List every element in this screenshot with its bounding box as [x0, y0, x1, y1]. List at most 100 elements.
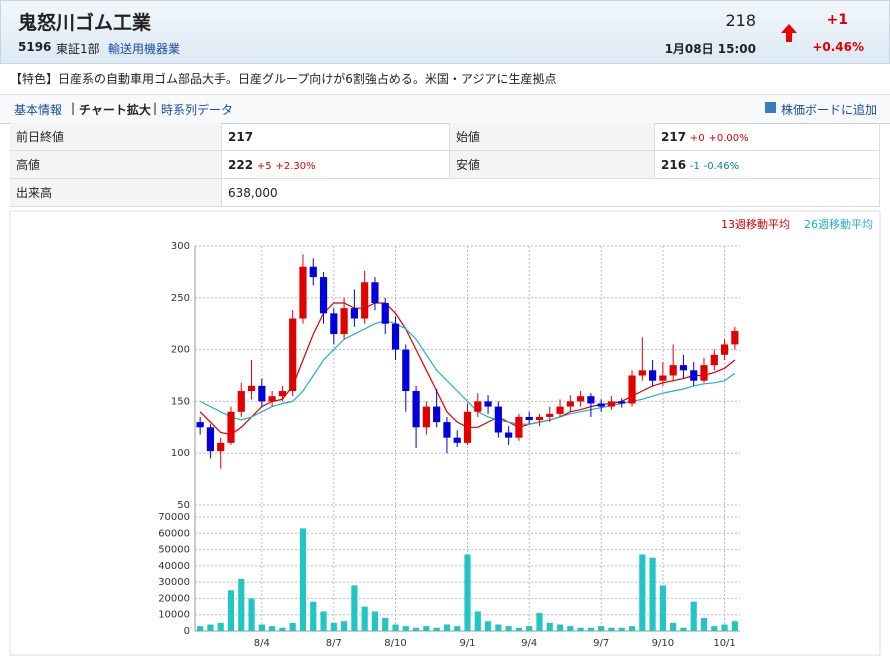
volume-bar — [382, 617, 389, 631]
legend-entry: 13週移動平均 — [721, 217, 790, 231]
label: 始値 — [450, 123, 655, 151]
volume-bar — [269, 626, 276, 631]
candle-body — [587, 396, 595, 404]
candle-body — [330, 313, 338, 335]
volume-bar — [649, 557, 656, 631]
y2-tick-label: 0 — [184, 626, 190, 637]
value: 217 — [661, 130, 687, 144]
value-cell: 216 -1 -0.46% — [655, 151, 880, 179]
legend-entry: 26週移動平均 — [804, 217, 873, 231]
label: 安値 — [450, 151, 655, 179]
candle-body — [217, 442, 225, 452]
sector-link[interactable]: 輸送用機器業 — [108, 42, 181, 56]
candle-body — [690, 370, 698, 381]
candle-body — [443, 422, 451, 438]
candle-body — [381, 302, 389, 324]
value: 222 — [228, 158, 254, 172]
candle-body — [268, 396, 276, 402]
label: 出来高 — [10, 179, 222, 207]
stock-name: 鬼怒川ゴム工業 — [18, 12, 152, 34]
volume-bar — [341, 621, 348, 631]
candle-body — [340, 308, 348, 335]
candle-body — [700, 365, 708, 381]
volume-bar — [299, 528, 307, 631]
description: 【特色】日産系の自動車用ゴム部品大手。日産グループ向けが6割強占める。米国・アジ… — [10, 72, 557, 86]
volume-bar — [598, 626, 605, 631]
basic-link[interactable]: 基本情報 — [14, 103, 63, 117]
candle-body — [648, 370, 657, 381]
chart-frame — [9, 210, 881, 656]
volume-bar — [258, 624, 265, 631]
candle-body — [577, 396, 585, 402]
candle-body — [494, 406, 502, 433]
time: 1月08日 15:00 — [664, 42, 756, 56]
candle-body — [422, 406, 430, 428]
y2-tick-label: 60000 — [158, 528, 190, 539]
volume-bar — [351, 585, 358, 631]
volume-bar — [227, 590, 235, 631]
candle-body — [669, 365, 677, 376]
candle-body — [258, 385, 266, 402]
volume-bar — [505, 626, 512, 631]
candle-body — [350, 308, 358, 319]
volume-bar — [515, 627, 522, 631]
x-tick-label: 8/7 — [326, 638, 342, 649]
volume-bar — [371, 611, 379, 631]
candle-body — [402, 349, 410, 392]
volume-bar — [464, 554, 471, 631]
volume-bar — [392, 624, 399, 631]
candle-body — [556, 406, 564, 414]
volume-bar — [310, 601, 317, 631]
candle-body — [618, 401, 626, 404]
pct: +0.00% — [708, 133, 749, 144]
candle-body — [566, 401, 574, 407]
volume-bar — [587, 627, 594, 631]
volume-bar — [577, 627, 584, 631]
volume-bar — [248, 598, 255, 631]
value: 216 — [661, 158, 687, 172]
history-link[interactable]: 時系列データ — [161, 103, 234, 117]
volume-bar — [433, 627, 440, 631]
volume-bar — [207, 624, 214, 631]
candle-body — [463, 411, 472, 443]
candle-body — [607, 401, 616, 407]
candle-body — [597, 403, 605, 407]
candle-body — [227, 411, 235, 443]
volume-bar — [546, 622, 553, 631]
volume-bar — [700, 617, 708, 631]
y-tick-label: 100 — [171, 448, 190, 459]
y2-tick-label: 50000 — [158, 545, 190, 556]
x-tick-label: 9/4 — [521, 638, 537, 649]
volume-bar — [474, 611, 481, 631]
volume-bar — [556, 624, 564, 631]
candle-body — [710, 354, 718, 366]
y-tick-label: 50 — [177, 500, 190, 511]
volume-bar — [238, 578, 245, 631]
volume-bar — [690, 601, 697, 631]
y-tick-label: 250 — [171, 293, 190, 304]
change: -1 — [689, 161, 700, 172]
label: 前日終値 — [10, 123, 222, 151]
board-link[interactable]: 株価ボードに追加 — [781, 103, 878, 117]
candle-body — [206, 427, 215, 452]
value: 217 — [222, 123, 450, 151]
moving-average — [199, 319, 736, 425]
candle-body — [505, 432, 513, 438]
y2-tick-label: 70000 — [158, 512, 190, 523]
volume-bar — [289, 622, 296, 631]
y2-tick-label: 10000 — [158, 610, 190, 621]
header — [0, 0, 890, 64]
volume-bar — [361, 606, 368, 631]
candle-body — [453, 437, 461, 443]
candle-body — [309, 266, 317, 278]
candle-body — [546, 413, 554, 417]
x-tick-label: 8/4 — [254, 638, 270, 649]
volume-bar — [670, 622, 677, 631]
chart-link[interactable]: チャート拡大 — [79, 103, 151, 117]
change: +1 — [826, 12, 848, 28]
candle-body — [289, 318, 297, 392]
x-tick-label: 9/7 — [593, 638, 609, 649]
volume-bar — [731, 621, 738, 631]
candle-body — [484, 401, 492, 407]
